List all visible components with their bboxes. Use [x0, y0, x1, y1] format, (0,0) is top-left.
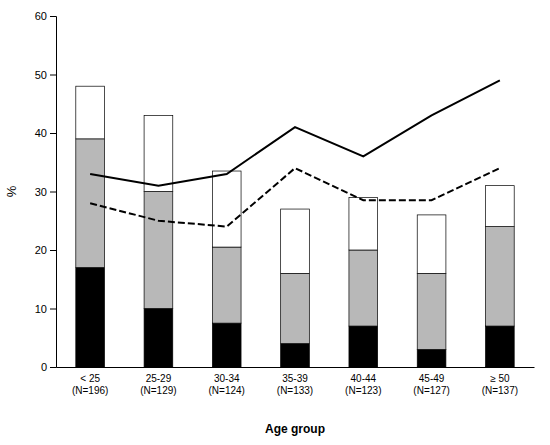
- bar: [144, 192, 173, 309]
- bar: [349, 326, 378, 367]
- y-axis-line: [50, 17, 57, 368]
- bar: [281, 344, 310, 367]
- bar: [486, 186, 515, 227]
- y-tick-label: 60: [35, 10, 47, 22]
- y-tick: 60: [35, 10, 56, 22]
- x-tick-label: 30-34(N=124): [209, 373, 245, 396]
- bar: [486, 227, 515, 326]
- bar: [349, 250, 378, 326]
- y-tick: 0: [41, 361, 56, 373]
- bar: [281, 209, 310, 273]
- y-tick-label: 0: [41, 361, 47, 373]
- bar: [417, 349, 446, 367]
- bar: [212, 171, 241, 247]
- x-tick: < 25(N=196): [72, 373, 108, 396]
- bar: [417, 273, 446, 349]
- y-tick: 30: [35, 186, 56, 198]
- bar-series: [76, 86, 514, 273]
- x-axis: < 25(N=196) 25-29(N=129) 30-34(N=124) 35-39…: [57, 368, 535, 397]
- bar-series: [76, 268, 514, 367]
- y-tick-label: 20: [35, 244, 47, 256]
- x-tick: 35-39(N=133): [277, 373, 313, 396]
- bar: [144, 115, 173, 191]
- y-tick-label: 10: [35, 303, 47, 315]
- bar: [212, 247, 241, 323]
- x-tick-label: 40-44(N=123): [345, 373, 381, 396]
- bar: [76, 268, 105, 367]
- bar: [76, 139, 105, 268]
- x-tick-label: ≥ 50(N=137): [482, 373, 518, 396]
- y-tick-mark: [50, 250, 56, 251]
- x-tick: 25-29(N=129): [140, 373, 176, 396]
- line: [90, 168, 500, 227]
- bar: [212, 323, 241, 367]
- y-tick-mark: [50, 367, 56, 368]
- y-tick: 40: [35, 127, 56, 139]
- bar-series: [76, 139, 514, 350]
- y-axis-title: %: [4, 185, 19, 197]
- y-tick: 20: [35, 244, 56, 256]
- bar: [281, 273, 310, 343]
- x-tick-label: < 25(N=196): [72, 373, 108, 396]
- bar: [417, 215, 446, 274]
- y-axis: 0 10 20 30 40 50 60: [35, 10, 57, 373]
- x-tick: 40-44(N=123): [345, 373, 381, 396]
- y-tick-mark: [50, 309, 56, 310]
- y-tick-mark: [50, 192, 56, 193]
- y-tick-mark: [50, 133, 56, 134]
- x-axis-title: Age group: [265, 422, 325, 436]
- x-tick: 45-49(N=127): [413, 373, 449, 396]
- x-tick: 30-34(N=124): [209, 373, 245, 396]
- y-tick-label: 50: [35, 69, 47, 81]
- y-tick: 50: [35, 69, 56, 81]
- y-tick-label: 40: [35, 127, 47, 139]
- x-axis-line: [57, 367, 535, 368]
- bar: [486, 326, 515, 367]
- x-tick: ≥ 50(N=137): [482, 373, 518, 396]
- x-tick-label: 35-39(N=133): [277, 373, 313, 396]
- x-tick-label: 45-49(N=127): [413, 373, 449, 396]
- chart: 0 10 20 30 40 50 60 < 25(N=196) 25-29(N=129) 30-3…: [0, 0, 550, 445]
- y-tick-label: 30: [35, 186, 47, 198]
- plot: 0 10 20 30 40 50 60 < 25(N=196) 25-29(N=129) 30-3…: [35, 10, 535, 396]
- y-tick-mark: [50, 75, 56, 76]
- marks: [76, 80, 514, 367]
- y-tick: 10: [35, 303, 56, 315]
- bar: [76, 86, 105, 139]
- x-tick-label: 25-29(N=129): [140, 373, 176, 396]
- bar: [349, 197, 378, 250]
- y-tick-mark: [50, 16, 56, 17]
- line: [90, 80, 500, 185]
- bar: [144, 309, 173, 368]
